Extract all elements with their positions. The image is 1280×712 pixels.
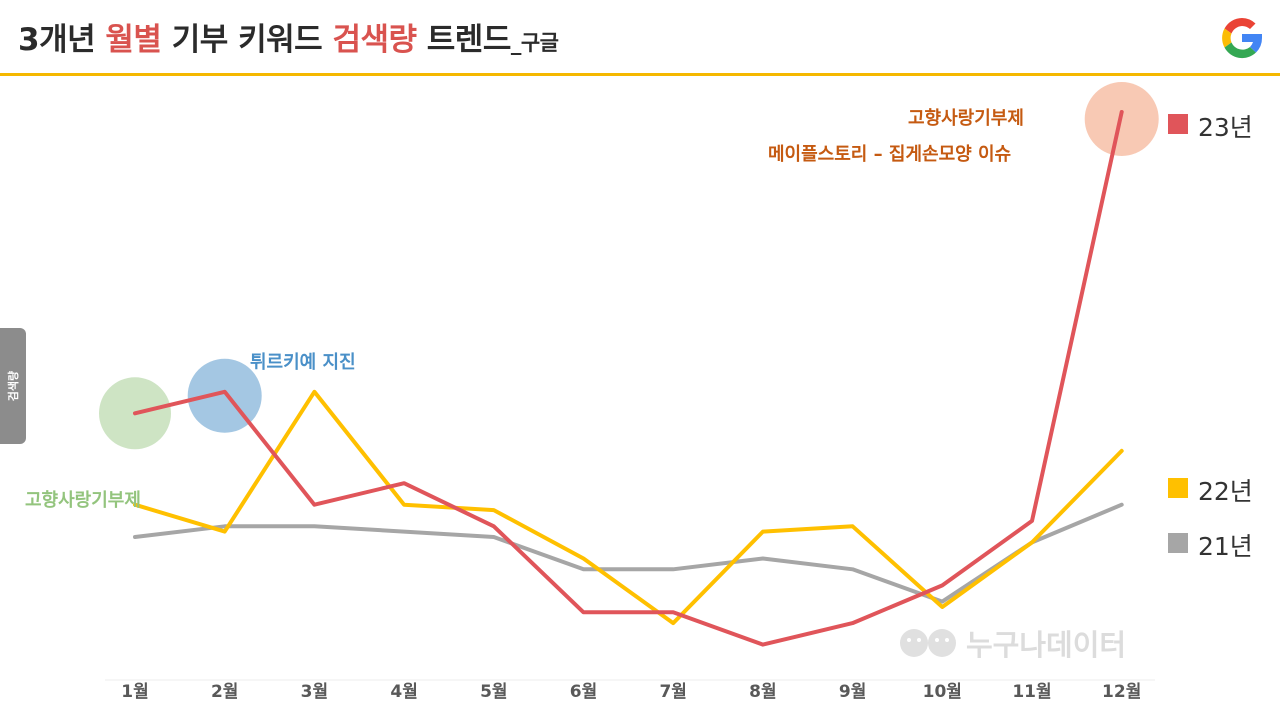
series-line-22년 (133, 389, 1124, 626)
x-tick-label: 5월 (480, 682, 507, 702)
annotation-hometown-donation-jan: 고향사랑기부제 (25, 490, 141, 511)
data-point-21년-3월 (312, 524, 316, 528)
watermark-logo-icon (900, 629, 956, 657)
legend-label-23: 23년 (1198, 113, 1253, 142)
data-point-22년-10월 (940, 605, 944, 609)
data-point-22년-11월 (1030, 540, 1034, 544)
data-point-21년-4월 (402, 530, 406, 534)
x-tick-label: 8월 (749, 682, 776, 702)
x-tick-label: 3월 (301, 682, 328, 702)
title-highlight-volume: 검색량 (332, 22, 417, 58)
data-point-23년-6월 (582, 610, 585, 614)
annotation-maplestory-issue: 메이플스토리 – 집게손모양 이슈 (768, 144, 1012, 165)
title-highlight-monthly: 월별 (105, 22, 162, 58)
data-point-22년-4월 (402, 503, 406, 507)
data-point-23년-8월 (761, 643, 765, 647)
series-line-21년 (133, 502, 1124, 604)
data-point-23년-2월 (223, 390, 227, 394)
title-subtitle: _구글 (510, 31, 559, 55)
x-tick-label: 9월 (839, 682, 866, 702)
x-tick-label: 4월 (390, 682, 417, 702)
data-point-23년-10월 (940, 583, 944, 587)
data-point-22년-9월 (851, 524, 855, 528)
x-tick-label: 10월 (923, 682, 962, 702)
data-point-23년-1월 (133, 411, 137, 415)
x-tick-label: 12월 (1102, 682, 1141, 702)
series-line-23년 (133, 110, 1124, 647)
data-point-23년-11월 (1030, 519, 1034, 523)
title-middle: 기부 키워드 (161, 22, 333, 58)
legend-label-22: 22년 (1198, 477, 1253, 506)
data-point-22년-3월 (312, 390, 316, 394)
y-axis-side-tab: 검색량 (0, 328, 26, 444)
data-point-22년-7월 (671, 621, 675, 625)
x-tick-label: 1월 (121, 682, 148, 702)
data-point-23년-5월 (492, 524, 496, 528)
data-point-21년-6월 (582, 567, 585, 571)
annotation-turkiye-earthquake: 튀르키예 지진 (250, 352, 356, 373)
legend-label-21: 21년 (1198, 532, 1253, 561)
data-point-21년-7월 (671, 567, 675, 571)
x-tick-label: 6월 (570, 682, 597, 702)
data-point-23년-4월 (402, 481, 406, 485)
data-point-21년-1월 (133, 535, 137, 539)
title-end: 트렌드 (416, 22, 512, 58)
x-tick-label: 2월 (211, 682, 238, 702)
data-point-23년-9월 (851, 621, 855, 625)
watermark-text: 누구나데이터 (966, 628, 1127, 662)
data-point-22년-1월 (133, 503, 137, 507)
x-tick-label: 7월 (659, 682, 686, 702)
data-point-22년-2월 (223, 530, 227, 534)
legend-swatch-21 (1168, 533, 1188, 553)
data-point-21년-5월 (492, 535, 496, 539)
data-point-22년-8월 (761, 530, 765, 534)
header-rule (0, 73, 1280, 76)
title-prefix: 3개년 (18, 22, 106, 58)
data-point-22년-6월 (582, 557, 585, 561)
data-point-23년-3월 (312, 503, 316, 507)
annotation-hometown-donation-dec: 고향사랑기부제 (908, 108, 1024, 129)
data-point-21년-9월 (851, 567, 855, 571)
data-point-23년-12월 (1120, 110, 1124, 114)
data-point-21년-12월 (1120, 503, 1124, 507)
data-point-23년-7월 (671, 610, 675, 614)
page-title: 3개년 월별 기부 키워드 검색량 트렌드_구글 (18, 14, 559, 59)
legend-swatch-22 (1168, 478, 1188, 498)
google-logo-icon (1222, 18, 1263, 59)
x-tick-label: 11월 (1012, 682, 1051, 702)
data-point-22년-12월 (1120, 449, 1124, 453)
data-point-21년-8월 (761, 557, 765, 561)
data-point-21년-10월 (940, 600, 944, 604)
legend-swatch-23 (1168, 114, 1188, 134)
data-point-22년-5월 (492, 508, 496, 512)
watermark: 누구나데이터 (898, 622, 1126, 662)
